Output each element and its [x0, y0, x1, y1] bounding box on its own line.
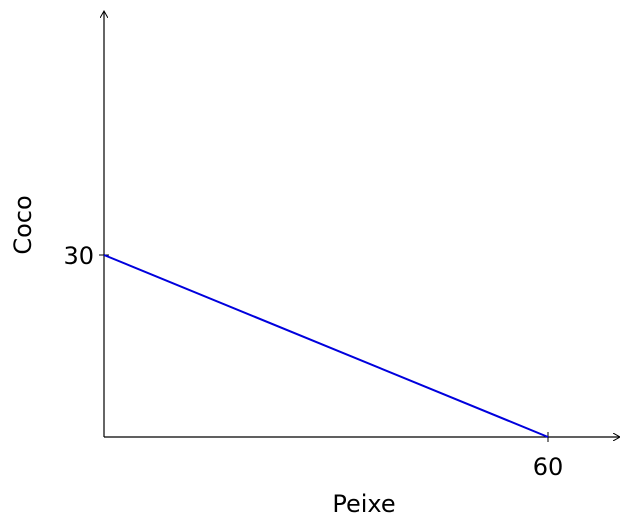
y-axis-label: Coco [9, 195, 37, 254]
y-tick-label: 30 [63, 242, 94, 270]
series-line [103, 254, 549, 438]
axes [104, 12, 619, 437]
x-axis-label: Peixe [332, 490, 395, 518]
ticks: 60 30 [63, 242, 563, 481]
series-layer [103, 254, 549, 438]
x-tick-label: 60 [533, 453, 564, 481]
